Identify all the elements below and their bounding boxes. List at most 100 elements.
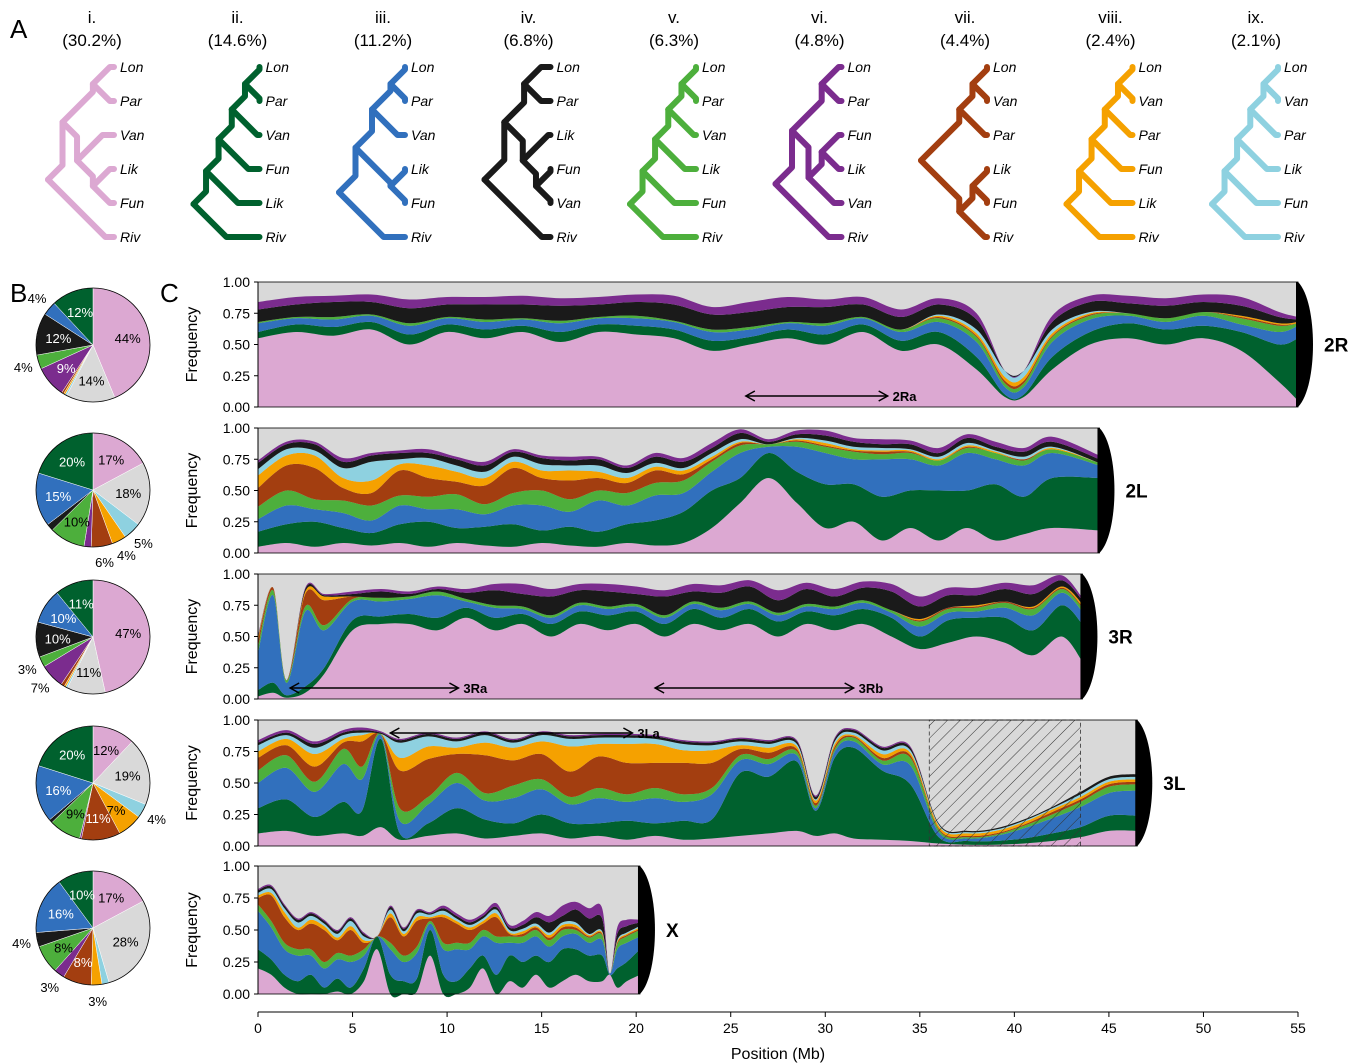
pie-2R: 44% 14%9% 4% 12% 4% 12% — [14, 287, 151, 403]
tree-branch — [89, 166, 117, 189]
tree-tip-label: Par — [411, 93, 434, 109]
pie-slice-label: 20% — [59, 747, 85, 762]
y-axis: 0.00 0.25 0.50 0.75 1.00 Frequency — [184, 274, 259, 415]
tree-numeral: vi. — [811, 8, 828, 27]
tree-branch — [1088, 136, 1136, 172]
tree-branch — [1221, 136, 1241, 175]
tree-branch — [532, 166, 554, 189]
tree-numeral: ix. — [1248, 8, 1265, 27]
tree-branch — [969, 166, 990, 189]
tree-branch — [215, 136, 263, 172]
y-tick-label: 1.00 — [223, 566, 250, 582]
y-tick-label: 0.25 — [223, 954, 250, 970]
tree-branch — [228, 81, 248, 113]
tree-branch — [969, 183, 990, 206]
tree-tip-label: Lik — [1139, 195, 1158, 211]
area-viii — [258, 732, 1138, 837]
tree-tip-label: Riv — [848, 229, 869, 245]
x-tick-label: 40 — [1007, 1020, 1023, 1036]
tree-tip-label: Van — [266, 127, 291, 143]
pie-slice-label: 11% — [76, 665, 101, 680]
tree-branch — [89, 64, 117, 87]
x-tick-label: 35 — [912, 1020, 928, 1036]
tree-branch — [1101, 81, 1121, 113]
area-vi — [258, 429, 1100, 469]
arm-panel-2R: 2R 0.00 0.25 0.50 0.75 1.00 Frequency 2Ra — [184, 274, 1349, 415]
y-tick-label: 0.00 — [223, 986, 250, 1002]
arm-panel-X: X 0.00 0.25 0.50 0.75 1.00 Frequency — [184, 858, 679, 1002]
y-tick-label: 1.00 — [223, 712, 250, 728]
x-tick-label: 30 — [817, 1020, 833, 1036]
tree-tip-label: Van — [411, 127, 436, 143]
y-tick-label: 0.50 — [223, 775, 250, 791]
tree-branch — [1209, 168, 1228, 208]
tree-tip-label: Lon — [120, 59, 144, 75]
tree-tip-label: Fun — [266, 161, 290, 177]
area-i — [258, 827, 1138, 846]
tree-branch — [215, 106, 235, 143]
tree-branch — [387, 64, 408, 87]
pie-outline — [35, 579, 151, 695]
tree-tip-label: Van — [120, 127, 145, 143]
tree-branch — [481, 119, 508, 183]
x-tick-label: 55 — [1290, 1020, 1306, 1036]
inversion-3Rb: 3Rb — [653, 681, 883, 696]
y-tick-label: 0.75 — [223, 744, 250, 760]
x-tick-label: 50 — [1196, 1020, 1212, 1036]
inversion-label: 3Ra — [463, 681, 488, 696]
tree-percent: (4.4%) — [940, 31, 990, 50]
y-tick-label: 0.25 — [223, 807, 250, 823]
pie-outline — [35, 432, 151, 548]
tree-tip-label: Lik — [266, 195, 285, 211]
area-iv — [258, 432, 1100, 474]
tree-branch — [918, 106, 963, 164]
tree-branch — [89, 81, 117, 104]
y-tick-label: 1.00 — [223, 858, 250, 874]
pie-slice-label: 16% — [45, 783, 71, 798]
tree-branch — [1114, 81, 1136, 104]
chromosome-end-cap — [637, 866, 655, 994]
tree-branch — [74, 157, 96, 189]
tree-branch — [45, 176, 117, 240]
chromosome-end-cap — [1135, 720, 1153, 846]
pie-slice-label: 20% — [59, 455, 85, 470]
y-tick-label: 1.00 — [223, 420, 250, 436]
area-i — [258, 329, 1298, 407]
tree-viii: viii. (2.4%)Lon Van Par Fun Lik Riv — [1063, 8, 1163, 245]
pie-slice-label: 12% — [67, 305, 93, 320]
pie-slice-label: 12% — [45, 331, 71, 346]
tree-tip-label: Lon — [557, 59, 581, 75]
tree-tip-label: Par — [1284, 127, 1307, 143]
tree-tip-label: Lon — [993, 59, 1017, 75]
area-ix — [258, 437, 1100, 482]
tree-branch — [89, 183, 117, 206]
tree-branch — [805, 149, 825, 181]
pie-outline — [35, 287, 151, 403]
pie-slice-label: 14% — [78, 373, 104, 388]
arm-label: 2R — [1324, 336, 1349, 357]
chromosome-end-cap — [1097, 428, 1115, 553]
arm-panel-3R: 3R 0.00 0.25 0.50 0.75 1.00 Frequency 3Ra 3Rb — [184, 566, 1133, 707]
tree-branch — [387, 166, 408, 189]
tree-tip-label: Fun — [1284, 195, 1308, 211]
tree-branch — [1260, 64, 1281, 87]
tree-branch — [352, 144, 394, 189]
pie-slice-label: 5% — [134, 536, 153, 551]
pie-slice-label: 8% — [54, 941, 73, 956]
area-ii — [258, 738, 1138, 845]
tree-branch — [336, 189, 408, 240]
y-tick-label: 0.75 — [223, 597, 250, 613]
tree-iv: iv. (6.8%)Lon Par Lik Fun Van Riv — [481, 8, 581, 245]
tree-branch — [818, 132, 845, 155]
tree-tip-label: Riv — [411, 229, 432, 245]
y-axis-label: Frequency — [184, 453, 201, 529]
tree-branch — [772, 180, 845, 240]
pie-slice-label: 18% — [115, 486, 141, 501]
pie-slice-label: 19% — [115, 769, 141, 784]
y-tick-label: 0.00 — [223, 838, 250, 854]
pie-slice-label: 16% — [48, 906, 74, 921]
tree-branch — [228, 106, 263, 138]
tree-tip-label: Lik — [993, 161, 1012, 177]
tree-branch — [74, 132, 117, 164]
